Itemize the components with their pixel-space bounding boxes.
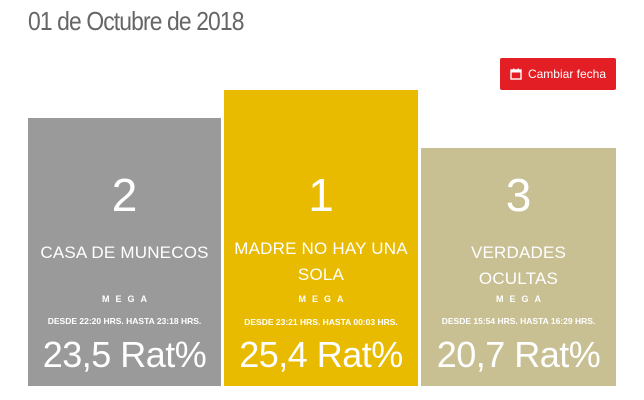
time-range: DESDE 22:20 HRS. HASTA 23:18 HRS. [47,316,202,326]
change-date-button[interactable]: Cambiar fecha [500,58,616,90]
change-date-label: Cambiar fecha [527,67,607,81]
podium-third-place: 3 VERDADES OCULTAS MEGA DESDE 15:54 HRS.… [421,148,616,386]
channel-name: MEGA [102,294,153,304]
rating-value: 25,4 Rat% [239,334,403,375]
rating-value: 23,5 Rat% [42,334,207,375]
rank-number: 2 [111,169,138,221]
podium-second-place: 2 CASA DE MUNECOS MEGA DESDE 22:20 HRS. … [28,118,221,386]
time-range: DESDE 15:54 HRS. HASTA 16:29 HRS. [441,316,596,326]
time-range: DESDE 23:21 HRS. HASTA 00:03 HRS. [244,317,398,327]
channel-name: MEGA [496,294,547,304]
rank-number: 3 [505,169,532,221]
page-title: 01 de Octubre de 2018 [28,6,244,36]
program-name: VERDADES OCULTAS [470,243,567,288]
program-name: CASA DE MUNECOS [40,243,209,262]
channel-name: MEGA [298,294,350,304]
rank-number: 1 [308,169,334,221]
program-name: MADRE NO HAY UNA SOLA [234,239,408,284]
podium-first-place: 1 MADRE NO HAY UNA SOLA MEGA DESDE 23:21… [224,90,418,386]
calendar-icon [510,68,522,80]
rating-value: 20,7 Rat% [436,334,601,375]
